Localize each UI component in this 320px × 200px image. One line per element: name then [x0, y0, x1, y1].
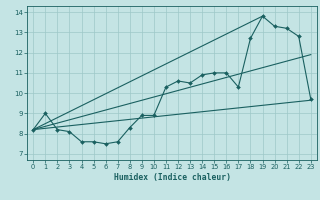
X-axis label: Humidex (Indice chaleur): Humidex (Indice chaleur) — [114, 173, 230, 182]
